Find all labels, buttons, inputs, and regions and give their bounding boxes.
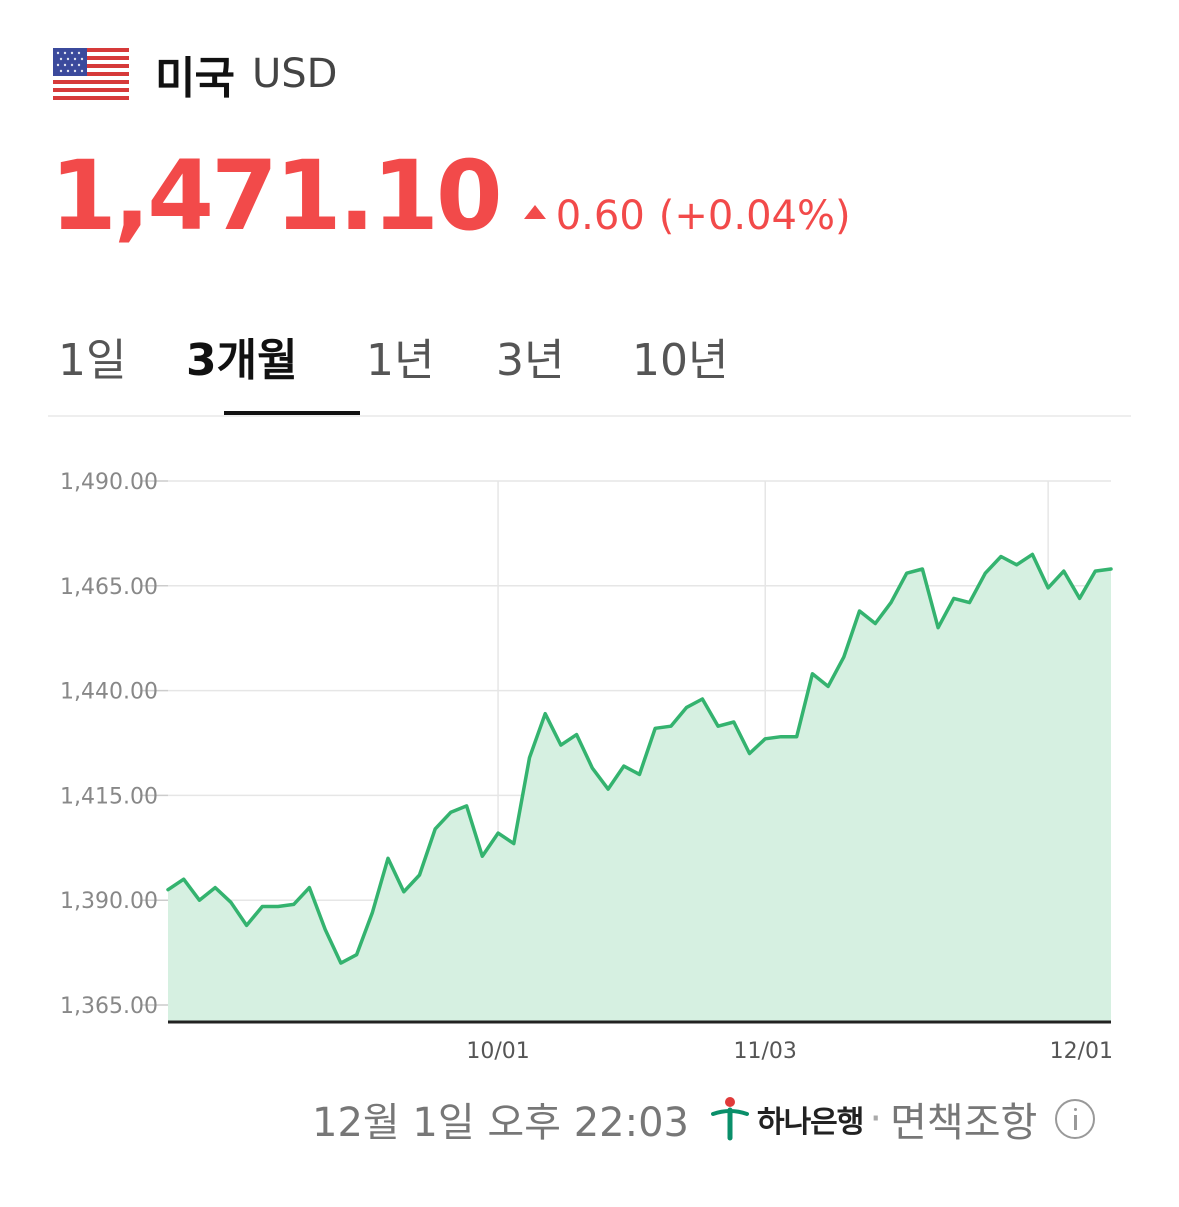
series-line xyxy=(166,552,1113,965)
exchange-rate-chart[interactable]: 1,490.00 1,465.00 1,440.00 1,415.00 1,390.00… xyxy=(0,440,1179,1070)
change-percent: (+0.04%) xyxy=(658,193,851,239)
bank-source: 하나은행 xyxy=(710,1096,864,1142)
tab-3-months[interactable]: 3개월 xyxy=(186,335,298,386)
tab-1-year[interactable]: 1년 xyxy=(366,335,435,386)
y-tick-label: 1,465.00 xyxy=(60,575,158,600)
update-timestamp: 12월 1일 오후 22:03 xyxy=(312,1100,689,1146)
info-icon[interactable] xyxy=(1055,1099,1096,1139)
price-change: 0.60 (+0.04%) xyxy=(523,193,851,239)
y-tick-label: 1,490.00 xyxy=(60,470,158,495)
active-tab-indicator xyxy=(224,411,360,415)
x-tick-label: 11/03 xyxy=(734,1039,797,1064)
y-tick-label: 1,365.00 xyxy=(60,994,158,1019)
quote: 1,471.10 0.60 (+0.04%) xyxy=(50,140,851,252)
exchange-rate-price: 1,471.10 xyxy=(50,140,503,252)
bank-name: 하나은행 xyxy=(756,1105,864,1140)
series-area xyxy=(168,554,1111,1022)
tab-10-years[interactable]: 10년 xyxy=(632,335,729,386)
header: 미국 USD xyxy=(53,44,337,104)
disclaimer-link[interactable]: 면책조항 xyxy=(890,1100,1038,1146)
up-triangle-icon xyxy=(523,205,546,219)
footer: 12월 1일 오후 22:03 하나은행 · 면책조항 xyxy=(312,1090,1096,1148)
hana-bank-logo-icon xyxy=(710,1097,749,1141)
country-name: 미국 xyxy=(155,53,235,104)
y-tick-label: 1,415.00 xyxy=(60,784,158,809)
currency-code: USD xyxy=(251,51,338,97)
tab-1-day[interactable]: 1일 xyxy=(58,335,127,386)
y-tick-label: 1,440.00 xyxy=(60,680,158,705)
tab-3-years[interactable]: 3년 xyxy=(496,335,565,386)
separator: · xyxy=(869,1096,883,1142)
period-tabs: 1일 3개월 1년 3년 10년 xyxy=(48,300,1131,417)
y-tick-label: 1,390.00 xyxy=(60,889,158,914)
x-tick-label: 10/01 xyxy=(466,1039,529,1064)
us-flag-icon xyxy=(53,48,129,100)
change-amount: 0.60 xyxy=(555,193,645,239)
x-tick-label: 12/01 xyxy=(1050,1039,1113,1064)
